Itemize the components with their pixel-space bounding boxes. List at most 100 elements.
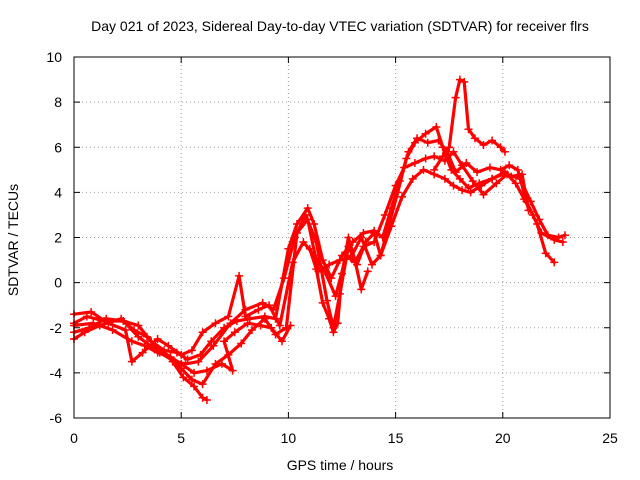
data-point-marker (142, 332, 151, 341)
data-point-marker (267, 323, 276, 332)
data-point-marker (168, 357, 177, 366)
axis-ticks: 0 5 10 15 20 25 -6 -4 -2 0 2 4 6 8 10 (46, 49, 618, 446)
data-point-marker (235, 271, 244, 280)
data-point-marker (177, 350, 186, 359)
data-point-marker (488, 136, 497, 145)
data-point-marker (344, 233, 353, 242)
data-point-marker (455, 75, 464, 84)
data-point-marker (466, 188, 475, 197)
data-point-marker (421, 154, 430, 163)
data-point-marker (258, 298, 267, 307)
data-point-marker (217, 359, 226, 368)
data-point-marker (410, 159, 419, 168)
data-point-marker (245, 314, 254, 323)
data-series (70, 75, 569, 404)
data-point-marker (434, 136, 443, 145)
data-point-marker (187, 375, 196, 384)
data-point-marker (543, 231, 552, 240)
data-point-marker (335, 256, 344, 265)
data-point-marker (449, 147, 458, 156)
data-point-marker (325, 314, 334, 323)
y-tick-label: -6 (50, 410, 63, 426)
data-point-marker (554, 233, 563, 242)
data-point-marker (449, 181, 458, 190)
data-point-marker (513, 165, 522, 174)
data-point-marker (224, 312, 233, 321)
data-point-marker (241, 312, 250, 321)
data-point-marker (458, 186, 467, 195)
data-point-marker (134, 332, 143, 341)
x-tick-label: 10 (281, 430, 297, 446)
series-track-3 (70, 147, 569, 366)
y-axis-label: SDTVAR / TECUs (5, 184, 21, 296)
data-point-marker (350, 256, 359, 265)
data-point-marker (179, 373, 188, 382)
data-point-marker (500, 147, 509, 156)
data-point-marker (440, 174, 449, 183)
x-tick-label: 25 (602, 430, 618, 446)
y-tick-label: 10 (46, 49, 62, 65)
data-point-marker (462, 159, 471, 168)
data-point-marker (376, 251, 385, 260)
data-point-marker (286, 321, 295, 330)
x-tick-label: 15 (388, 430, 404, 446)
data-point-marker (460, 77, 469, 86)
data-point-marker (408, 174, 417, 183)
data-point-marker (479, 140, 488, 149)
data-point-marker (488, 174, 497, 183)
data-point-marker (338, 269, 346, 278)
data-point-marker (477, 181, 486, 190)
data-point-marker (237, 339, 246, 348)
data-point-marker (299, 238, 308, 247)
x-tick-label: 0 (70, 430, 78, 446)
data-point-marker (202, 395, 211, 404)
data-point-marker (464, 125, 473, 134)
data-point-marker (485, 163, 494, 172)
data-point-marker (265, 301, 274, 310)
data-point-marker (370, 226, 379, 235)
data-point-marker (232, 316, 241, 325)
data-point-marker (102, 314, 111, 323)
data-point-marker (496, 143, 505, 152)
data-point-marker (423, 138, 432, 147)
data-point-marker (228, 366, 237, 375)
y-tick-label: 6 (54, 139, 62, 155)
data-point-marker (391, 181, 400, 190)
data-point-marker (198, 328, 207, 337)
data-point-marker (558, 238, 567, 247)
data-point-marker (505, 161, 514, 170)
data-point-marker (247, 326, 256, 335)
data-point-marker (518, 170, 527, 179)
data-point-marker (130, 326, 139, 335)
data-point-marker (303, 215, 312, 224)
data-point-marker (87, 307, 96, 316)
data-point-marker (322, 296, 331, 305)
series-line (432, 78, 507, 172)
data-point-marker (445, 143, 454, 152)
data-point-marker (318, 256, 327, 265)
data-point-marker (230, 328, 239, 337)
data-point-marker (455, 174, 464, 183)
data-point-marker (325, 260, 334, 269)
data-point-marker (524, 206, 533, 215)
data-point-marker (177, 359, 186, 368)
data-point-marker (550, 258, 559, 267)
data-point-marker (119, 316, 128, 325)
data-point-marker (419, 165, 428, 174)
data-point-marker (190, 368, 199, 377)
data-point-marker (207, 337, 216, 346)
data-point-marker (357, 285, 366, 294)
data-point-marker (430, 152, 439, 161)
data-point-marker (470, 134, 479, 143)
data-point-marker (220, 323, 229, 332)
data-point-marker (292, 219, 301, 228)
y-tick-label: 2 (54, 230, 62, 246)
data-point-marker (284, 244, 293, 253)
data-point-marker (194, 357, 203, 366)
data-point-marker (256, 321, 265, 330)
x-tick-label: 5 (177, 430, 185, 446)
data-point-marker (404, 147, 413, 156)
series-track-7 (430, 75, 509, 174)
data-point-marker (108, 326, 117, 335)
